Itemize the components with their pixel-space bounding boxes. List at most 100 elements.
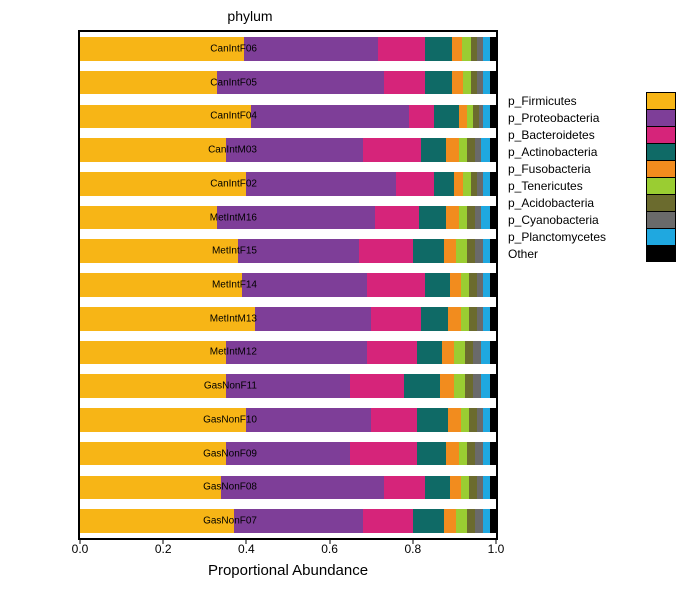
legend-label: p_Actinobacteria	[508, 145, 646, 159]
bar-segment	[469, 476, 477, 500]
legend-swatch	[646, 228, 676, 245]
bar-segment	[454, 172, 462, 196]
bar-segment	[490, 374, 496, 398]
bar-segment	[367, 341, 417, 365]
bar-segment	[442, 341, 454, 365]
legend-label: p_Proteobacteria	[508, 111, 646, 125]
bar-segment	[475, 442, 483, 466]
x-tick-label: 0.2	[155, 542, 172, 556]
bar-segment	[490, 442, 496, 466]
bar-segment	[417, 341, 442, 365]
bar-segment	[448, 307, 460, 331]
bar-segment	[419, 206, 446, 230]
plot-area	[78, 30, 498, 540]
bar-segment	[367, 273, 425, 297]
bar-segment	[454, 341, 464, 365]
bar-segment	[396, 172, 433, 196]
bar-segment	[475, 239, 483, 263]
bar-segment	[80, 476, 221, 500]
bar-segment	[244, 37, 378, 61]
bar-segment	[490, 273, 496, 297]
bar-segment	[417, 408, 448, 432]
bar-segment	[371, 307, 421, 331]
bar-row	[80, 172, 496, 196]
legend-label: Other	[508, 247, 646, 261]
x-axis: 0.00.20.40.60.81.0 Proportional Abundanc…	[78, 540, 498, 580]
bar-row	[80, 71, 496, 95]
bar-row	[80, 138, 496, 162]
bar-segment	[467, 138, 475, 162]
y-tick-label: MetIntM16	[210, 212, 257, 223]
y-tick-label: CanIntM03	[208, 145, 257, 156]
x-tick-label: 0.4	[238, 542, 255, 556]
x-tick-label: 0.6	[321, 542, 338, 556]
bar-segment	[363, 509, 413, 533]
legend-swatch	[646, 211, 676, 228]
legend-swatch	[646, 194, 676, 211]
bar-row	[80, 37, 496, 61]
bar-segment	[446, 138, 458, 162]
y-tick-label: GasNonF09	[203, 448, 257, 459]
bar-segment	[467, 206, 475, 230]
legend-item: p_Tenericutes	[508, 177, 676, 194]
bar-segment	[459, 206, 467, 230]
bar-segment	[456, 239, 466, 263]
bar-segment	[371, 408, 417, 432]
bar-segment	[490, 408, 496, 432]
bar-segment	[434, 172, 455, 196]
bar-segment	[490, 476, 496, 500]
bar-segment	[246, 408, 371, 432]
legend-swatch	[646, 177, 676, 194]
bar-segment	[456, 509, 466, 533]
y-tick-label: MetIntF14	[212, 280, 257, 291]
legend-item: p_Firmicutes	[508, 92, 676, 109]
legend-label: p_Fusobacteria	[508, 162, 646, 176]
bar-segment	[465, 341, 473, 365]
bar-row	[80, 273, 496, 297]
bar-segment	[378, 37, 424, 61]
bar-segment	[490, 71, 496, 95]
bar-row	[80, 206, 496, 230]
y-tick-label: GasNonF10	[203, 414, 257, 425]
legend-item: p_Proteobacteria	[508, 109, 676, 126]
legend-label: p_Acidobacteria	[508, 196, 646, 210]
bar-segment	[475, 509, 483, 533]
legend-swatch	[646, 245, 676, 262]
bar-segment	[413, 509, 444, 533]
bar-segment	[459, 105, 467, 129]
bar-segment	[452, 71, 462, 95]
bar-segment	[425, 273, 450, 297]
bars-layer	[80, 32, 496, 538]
legend-item: p_Planctomycetes	[508, 228, 676, 245]
x-tick-label: 0.8	[404, 542, 421, 556]
bar-segment	[246, 172, 396, 196]
bar-segment	[350, 442, 417, 466]
bar-segment	[473, 341, 481, 365]
bar-segment	[461, 273, 469, 297]
bar-row	[80, 374, 496, 398]
bar-segment	[417, 442, 446, 466]
x-axis-label: Proportional Abundance	[78, 562, 498, 579]
bar-segment	[459, 138, 467, 162]
bar-segment	[440, 374, 455, 398]
bar-row	[80, 341, 496, 365]
bar-segment	[384, 476, 426, 500]
bar-segment	[473, 374, 481, 398]
bar-segment	[80, 71, 217, 95]
bar-segment	[80, 206, 217, 230]
legend-label: p_Cyanobacteria	[508, 213, 646, 227]
bar-segment	[454, 374, 464, 398]
bar-segment	[490, 239, 496, 263]
bar-segment	[467, 442, 475, 466]
bar-segment	[467, 509, 475, 533]
bar-segment	[425, 71, 452, 95]
bar-segment	[80, 341, 226, 365]
bar-segment	[413, 239, 444, 263]
bar-segment	[490, 341, 496, 365]
bar-segment	[446, 206, 458, 230]
y-tick-label: CanIntF02	[210, 178, 257, 189]
bar-segment	[359, 239, 413, 263]
bar-segment	[469, 273, 477, 297]
bar-segment	[459, 442, 467, 466]
bar-segment	[469, 408, 477, 432]
